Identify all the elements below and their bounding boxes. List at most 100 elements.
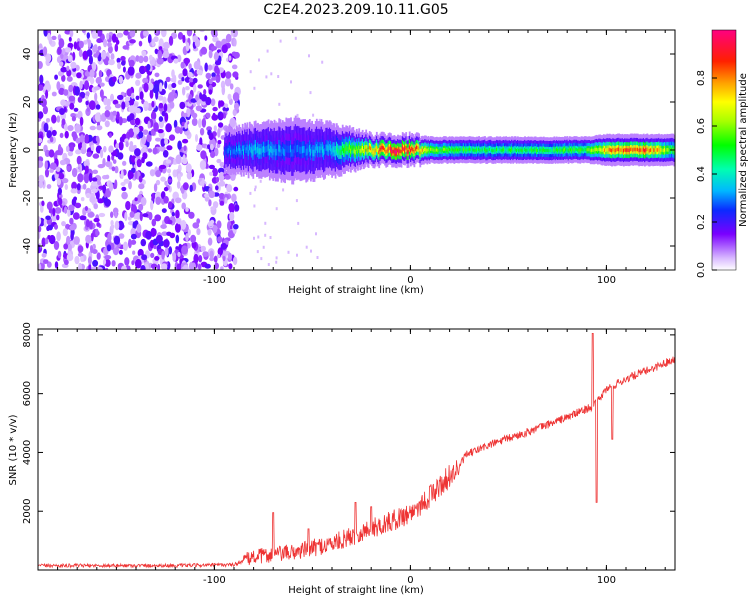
heatmap-noise-cell xyxy=(120,169,124,180)
heatmap-signal-cell xyxy=(266,145,269,152)
heatmap-noise-cell xyxy=(114,103,122,109)
heatmap-signal-cell xyxy=(290,145,292,153)
heatmap-signal-cell xyxy=(253,144,256,151)
heatmap-signal-cell xyxy=(495,148,498,151)
heatmap-noise-cell xyxy=(111,33,117,43)
heatmap-noise-cell xyxy=(86,151,92,157)
heatmap-noise-cell xyxy=(111,224,115,229)
heatmap-signal-cell xyxy=(653,148,656,152)
heatmap-signal-cell xyxy=(566,147,569,151)
heatmap-noise-cell xyxy=(45,89,49,99)
heatmap-noise-cell xyxy=(102,259,107,265)
heatmap-faint-cell xyxy=(253,204,256,208)
heatmap-noise-cell xyxy=(171,82,177,89)
heatmap-noise-cell xyxy=(77,245,84,253)
heatmap-faint-cell xyxy=(310,249,312,253)
heatmap-signal-cell xyxy=(544,149,546,152)
heatmap-signal-cell xyxy=(359,149,362,154)
heatmap-noise-cell xyxy=(79,116,84,126)
heatmap-noise-cell xyxy=(157,50,163,60)
heatmap-noise-cell xyxy=(70,232,74,241)
heatmap-noise-cell xyxy=(49,162,57,171)
heatmap-noise-cell xyxy=(232,92,240,102)
heatmap-noise-cell xyxy=(234,204,240,212)
heatmap-noise-cell xyxy=(216,254,220,259)
heatmap-noise-cell xyxy=(204,35,208,41)
heatmap-signal-cell xyxy=(502,148,505,152)
heatmap-signal-cell xyxy=(668,148,671,152)
heatmap-signal-cell xyxy=(659,148,662,153)
heatmap-noise-cell xyxy=(44,237,49,245)
heatmap-noise-cell xyxy=(124,257,130,266)
heatmap-noise-cell xyxy=(85,219,91,228)
heatmap-signal-cell xyxy=(587,148,590,152)
heatmap-noise-cell xyxy=(57,46,62,55)
heatmap-noise-cell xyxy=(135,79,141,87)
heatmap-signal-cell xyxy=(507,148,510,152)
heatmap-noise-cell xyxy=(92,153,100,159)
heatmap-noise-cell xyxy=(116,57,121,64)
heatmap-signal-cell xyxy=(584,147,586,151)
heatmap-noise-cell xyxy=(68,204,75,212)
heatmap-noise-cell xyxy=(38,174,45,183)
heatmap-signal-cell xyxy=(435,148,438,152)
heatmap-noise-cell xyxy=(73,236,80,245)
heatmap-noise-cell xyxy=(38,216,42,226)
heatmap-signal-cell xyxy=(420,148,423,153)
heatmap-noise-cell xyxy=(186,171,193,180)
heatmap-noise-cell xyxy=(40,98,47,108)
heatmap-noise-cell xyxy=(130,239,137,245)
heatmap-signal-cell xyxy=(561,148,564,152)
heatmap-signal-cell xyxy=(614,148,617,153)
heatmap-noise-cell xyxy=(164,137,169,146)
heatmap-noise-cell xyxy=(167,178,172,183)
heatmap-noise-cell xyxy=(166,145,173,151)
heatmap-noise-cell xyxy=(117,62,122,70)
heatmap-signal-cell xyxy=(601,148,604,152)
heatmap-signal-cell xyxy=(258,148,261,155)
heatmap-noise-cell xyxy=(184,122,188,130)
heatmap-signal-cell xyxy=(551,149,553,153)
heatmap-noise-cell xyxy=(143,82,149,93)
spectrogram-ticks: -100 0 100 -40 -20 0 20 40 xyxy=(22,30,675,286)
heatmap-noise-cell xyxy=(182,138,189,144)
heatmap-noise-cell xyxy=(98,212,106,218)
heatmap-signal-cell xyxy=(448,148,451,151)
heatmap-noise-cell xyxy=(177,173,181,182)
heatmap-signal-cell xyxy=(328,144,331,151)
heatmap-signal-cell xyxy=(652,148,655,153)
heatmap-noise-cell xyxy=(83,40,88,45)
heatmap-signal-cell xyxy=(379,147,382,152)
x-tick-label: -100 xyxy=(203,275,226,286)
heatmap-noise-cell xyxy=(232,108,237,117)
heatmap-noise-cell xyxy=(68,144,75,152)
heatmap-noise-cell xyxy=(43,259,49,264)
heatmap-noise-cell xyxy=(88,172,93,183)
heatmap-signal-cell xyxy=(310,148,312,156)
heatmap-signal-cell xyxy=(464,148,466,152)
x-tick-label: 100 xyxy=(597,575,616,586)
heatmap-signal-cell xyxy=(268,148,271,156)
heatmap-noise-cell xyxy=(208,132,214,141)
heatmap-signal-cell xyxy=(458,148,460,152)
heatmap-signal-cell xyxy=(326,144,329,151)
heatmap-noise-cell xyxy=(128,128,135,138)
heatmap-noise-cell xyxy=(207,144,211,150)
heatmap-signal-cell xyxy=(646,147,649,152)
heatmap-noise-cell xyxy=(46,225,50,232)
heatmap-noise-cell xyxy=(217,122,224,128)
heatmap-noise-cell xyxy=(132,126,140,134)
heatmap-signal-cell xyxy=(654,148,657,152)
heatmap-signal-cell xyxy=(425,148,428,152)
heatmap-noise-cell xyxy=(102,184,107,194)
heatmap-noise-cell xyxy=(113,183,117,190)
heatmap-noise-cell xyxy=(71,167,78,178)
heatmap-noise-cell xyxy=(92,259,99,267)
heatmap-noise-cell xyxy=(112,76,117,83)
colorbar-tick-label: 0.2 xyxy=(696,214,707,230)
heatmap-faint-cell xyxy=(278,102,281,106)
heatmap-noise-cell xyxy=(193,60,201,70)
heatmap-noise-cell xyxy=(61,221,66,227)
heatmap-noise-cell xyxy=(123,178,130,184)
